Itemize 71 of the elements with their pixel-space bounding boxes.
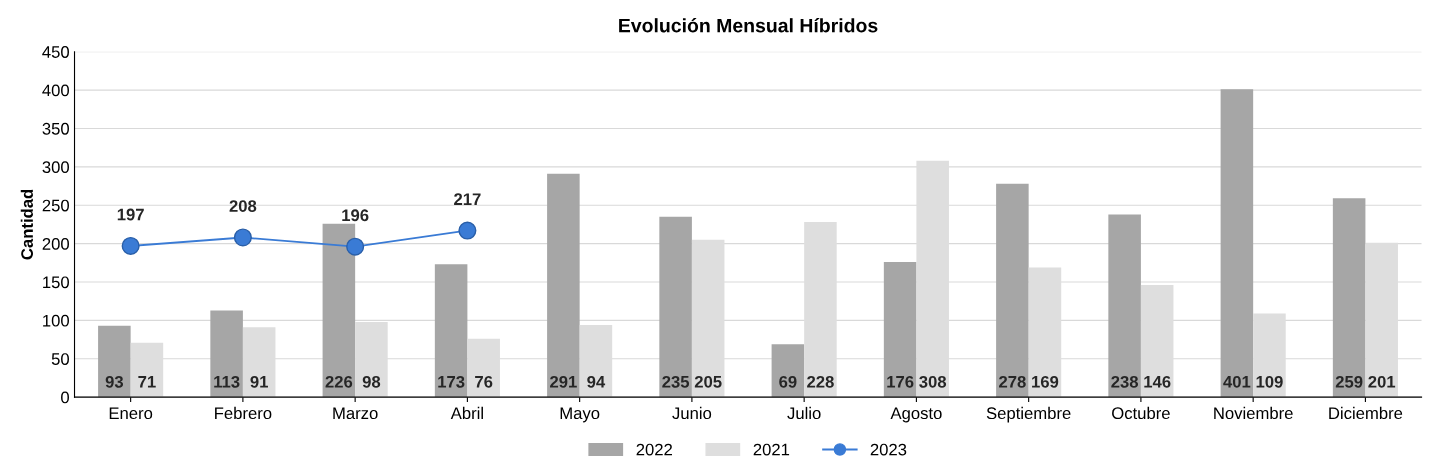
data-label: 109: [1256, 375, 1283, 388]
y-tick-label: 150: [43, 276, 70, 289]
bar: [883, 262, 917, 398]
data-label: 93: [105, 375, 124, 388]
data-label: 76: [475, 375, 493, 388]
data-label: 197: [117, 208, 144, 221]
y-tick-label: 50: [51, 353, 69, 365]
data-label: 146: [1144, 375, 1171, 388]
y-tick-label: 250: [42, 199, 70, 212]
data-label: 291: [550, 375, 577, 388]
legend-label: 2023: [870, 443, 907, 456]
bar: [322, 223, 356, 398]
y-tick-label: 100: [43, 314, 70, 327]
y-tick-label: 450: [42, 46, 70, 58]
bar: [771, 344, 805, 398]
bar: [1332, 198, 1366, 398]
x-tick-label: Abril: [450, 406, 483, 420]
data-label: 205: [694, 375, 722, 388]
data-label: 201: [1368, 375, 1396, 388]
data-label: 176: [887, 375, 914, 388]
bar: [210, 310, 243, 398]
y-tick-label: 350: [42, 122, 70, 135]
bar: [434, 264, 468, 398]
data-label: 196: [342, 209, 369, 222]
x-tick-label: Octubre: [1112, 406, 1170, 420]
data-label: 228: [807, 375, 834, 388]
data-label: 113: [214, 375, 240, 388]
data-label: 217: [454, 193, 481, 205]
y-axis-title: Cantidad: [20, 189, 33, 260]
x-tick-label: Diciembre: [1329, 406, 1403, 420]
data-label: 226: [325, 375, 353, 388]
data-label: 308: [919, 375, 947, 388]
bar: [659, 216, 692, 398]
y-tick-label: 300: [42, 161, 70, 174]
x-tick-label: Mayo: [560, 407, 600, 423]
y-tick-label: 0: [61, 391, 69, 404]
data-label: 259: [1335, 375, 1363, 388]
point: [346, 237, 365, 256]
data-label: 278: [999, 375, 1026, 388]
data-label: 91: [250, 375, 268, 388]
y-tick-label: 200: [42, 238, 70, 250]
point: [458, 221, 477, 240]
data-label: 238: [1111, 375, 1139, 388]
bar: [1220, 89, 1254, 398]
point: [121, 236, 140, 255]
x-tick-label: Septiembre: [986, 406, 1071, 423]
x-tick-label: Enero: [109, 407, 153, 420]
x-tick-label: Febrero: [215, 406, 272, 420]
data-label: 71: [138, 376, 156, 388]
data-label: 169: [1032, 375, 1059, 388]
x-tick-label: Agosto: [890, 407, 942, 423]
legend-label: 2022: [636, 443, 672, 456]
bar: [1108, 214, 1141, 398]
chart-title: Evolución Mensual Híbridos: [619, 17, 878, 33]
bar: [547, 173, 580, 398]
data-label: 235: [662, 375, 690, 388]
data-label: 401: [1223, 375, 1251, 388]
legend-label: 2021: [753, 443, 790, 456]
data-label: 69: [779, 375, 797, 388]
data-label: 94: [587, 375, 606, 388]
point: [233, 228, 252, 247]
bar: [98, 325, 131, 398]
x-tick-label: Marzo: [333, 407, 378, 420]
data-label: 173: [438, 375, 465, 388]
x-tick-label: Noviembre: [1214, 406, 1293, 420]
x-tick-label: Junio: [672, 406, 712, 420]
data-label: 98: [362, 375, 381, 388]
y-tick-label: 400: [42, 84, 70, 97]
bar: [996, 183, 1029, 398]
x-tick-label: Julio: [787, 406, 821, 420]
data-label: 208: [229, 200, 257, 212]
